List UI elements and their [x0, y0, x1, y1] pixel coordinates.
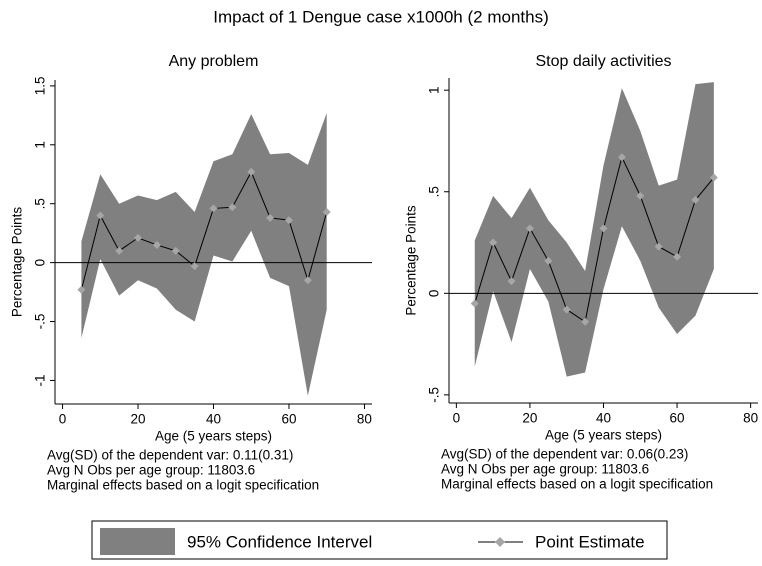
estimate-marker	[599, 224, 608, 233]
y-tick-label: 1.5	[33, 77, 48, 96]
estimate-marker	[691, 195, 700, 204]
super-title: Impact of 1 Dengue case x1000h (2 months…	[213, 7, 548, 26]
estimate-marker	[507, 277, 516, 286]
y-axis-label: Percentage Points	[404, 205, 419, 316]
estimate-line	[474, 155, 715, 323]
y-tick-label: .5	[427, 186, 442, 197]
panel-title: Stop daily activities	[535, 53, 671, 70]
estimate-marker	[654, 242, 663, 251]
legend-swatch-band	[100, 528, 175, 555]
legend-label: Point Estimate	[535, 532, 645, 551]
estimate-marker	[562, 305, 571, 314]
estimate-marker	[228, 203, 237, 212]
estimate-marker	[489, 238, 498, 247]
estimate-marker	[617, 153, 626, 162]
x-tick-label: 40	[596, 411, 611, 426]
estimate-marker	[96, 211, 105, 220]
y-tick-label: -.5	[427, 387, 442, 403]
x-tick-label: 80	[357, 412, 372, 427]
estimate-marker	[171, 246, 180, 255]
estimate-marker	[303, 276, 312, 285]
x-tick-label: 0	[453, 411, 461, 426]
note: Avg N Obs per age group: 11803.6	[47, 463, 255, 478]
note: Marginal effects based on a logit specif…	[441, 477, 713, 492]
estimate-marker	[247, 167, 256, 176]
panel-title: Any problem	[169, 53, 259, 70]
y-tick-label: .5	[33, 198, 48, 209]
estimate-marker	[266, 213, 275, 222]
estimate-marker	[209, 204, 218, 213]
y-tick-label: 1	[427, 86, 442, 94]
estimate-marker	[709, 173, 718, 182]
estimate-marker	[322, 207, 331, 216]
estimate-marker	[115, 246, 124, 255]
legend-swatch-marker	[495, 537, 505, 547]
confidence-band	[81, 112, 327, 396]
estimate-marker	[636, 191, 645, 200]
estimate-marker	[284, 216, 293, 225]
x-tick-label: 20	[131, 412, 146, 427]
x-tick-label: 60	[281, 412, 296, 427]
x-tick-label: 80	[743, 411, 758, 426]
y-tick-label: -.5	[33, 314, 48, 330]
estimate-marker	[77, 285, 86, 294]
x-tick-label: 60	[670, 411, 685, 426]
x-tick-label: 20	[522, 411, 537, 426]
y-axis-label: Percentage Points	[10, 207, 25, 318]
estimate-marker	[152, 240, 161, 249]
legend-box	[91, 520, 668, 560]
estimate-marker	[673, 252, 682, 261]
x-axis-label: Age (5 years steps)	[545, 428, 662, 443]
estimate-marker	[581, 317, 590, 326]
y-tick-label: 0	[33, 259, 48, 267]
estimate-marker	[470, 299, 479, 308]
legend-label: 95% Confidence Intervel	[187, 532, 372, 551]
note: Marginal effects based on a logit specif…	[47, 478, 319, 493]
estimate-marker	[544, 256, 553, 265]
confidence-band	[474, 82, 714, 377]
x-tick-label: 0	[59, 412, 67, 427]
x-axis-label: Age (5 years steps)	[155, 429, 272, 444]
y-tick-label: -1	[33, 374, 48, 386]
y-tick-label: 1	[33, 141, 48, 149]
estimate-marker	[190, 262, 199, 271]
estimate-marker	[525, 224, 534, 233]
y-tick-label: 0	[427, 290, 442, 298]
note: Avg(SD) of the dependent var: 0.06(0.23)	[441, 447, 688, 462]
note: Avg N Obs per age group: 11803.6	[441, 462, 649, 477]
estimate-marker	[134, 233, 143, 242]
x-tick-label: 40	[206, 412, 221, 427]
note: Avg(SD) of the dependent var: 0.11(0.31)	[47, 448, 293, 463]
